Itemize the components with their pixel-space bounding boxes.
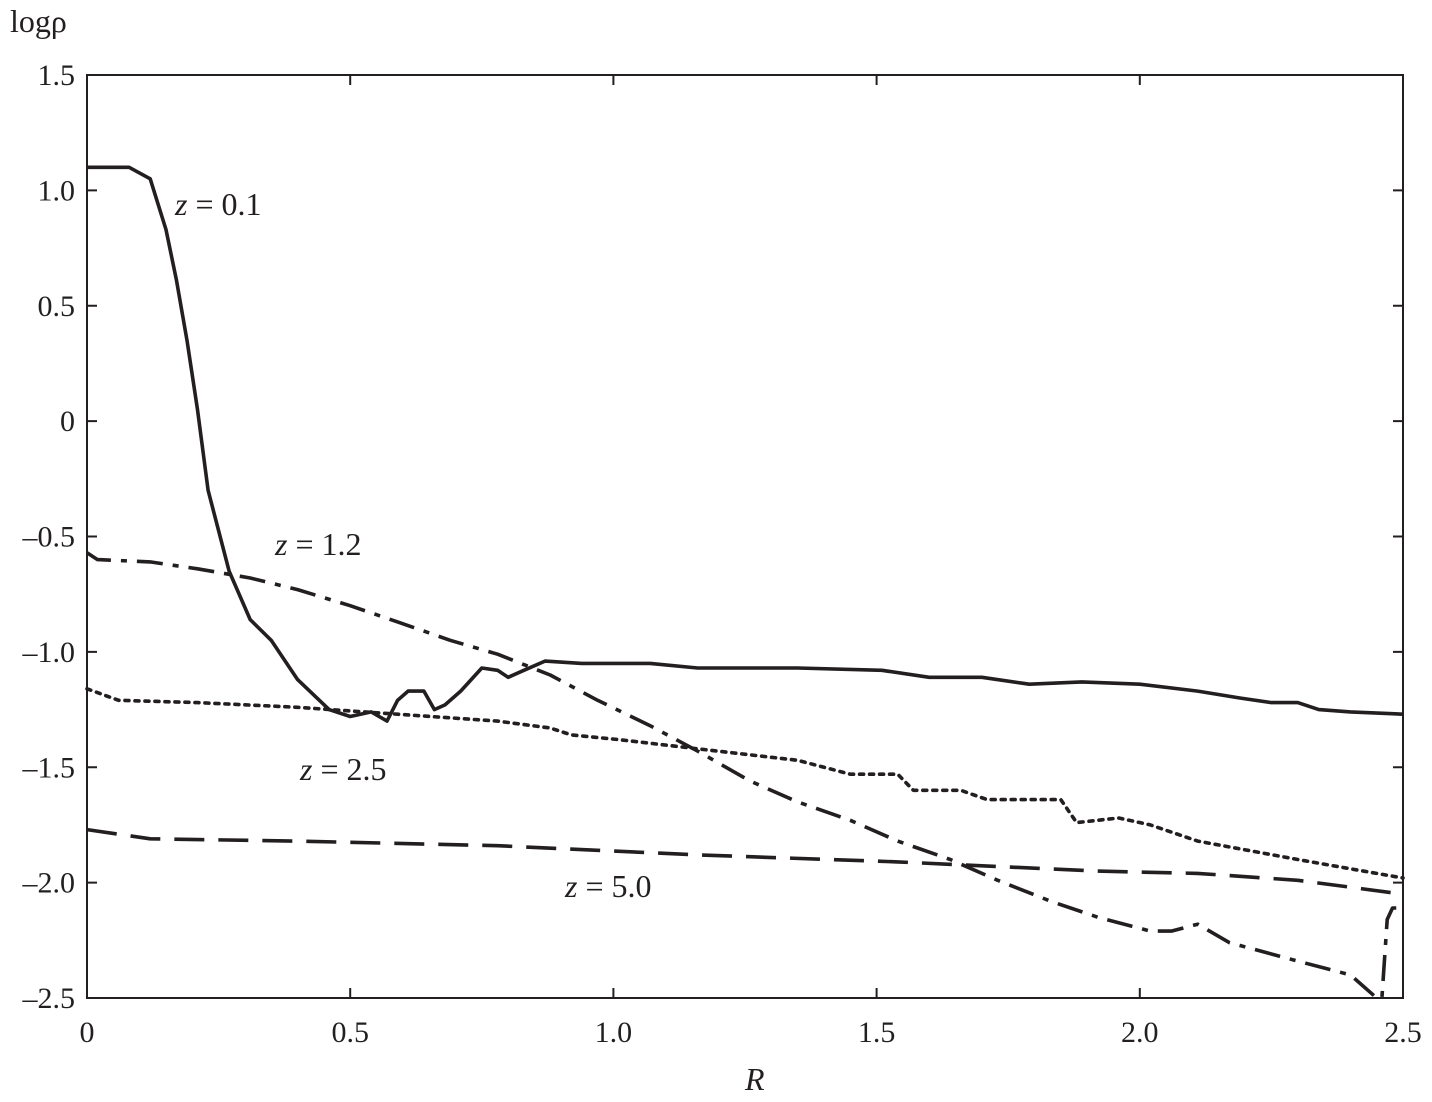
series-annotation: z = 0.1 (174, 186, 262, 222)
y-tick-label: 1.0 (38, 174, 76, 207)
series-line-solid (87, 165, 1404, 723)
y-axis-label: logρ (10, 3, 67, 39)
x-tick-label: 1.0 (595, 1016, 633, 1049)
x-axis-label: R (744, 1061, 765, 1097)
y-tick-label: –2.0 (22, 867, 76, 900)
y-tick-label: 0 (60, 405, 75, 438)
series-line-dashed (86, 827, 1404, 896)
series-annotation: z = 5.0 (564, 868, 652, 904)
x-tick-label: 0 (80, 1016, 95, 1049)
x-tick-label: 1.5 (858, 1016, 896, 1049)
series-annotation: z = 1.2 (274, 526, 362, 562)
series-annotation: z = 2.5 (299, 751, 387, 787)
y-tick-label: –1.5 (22, 751, 76, 784)
x-tick-label: 0.5 (331, 1016, 369, 1049)
x-tick-label: 2.0 (1121, 1016, 1159, 1049)
x-tick-label: 2.5 (1384, 1016, 1422, 1049)
series-line-dotted (85, 687, 1405, 880)
y-tick-label: –2.5 (22, 982, 76, 1015)
y-tick-label: –0.5 (22, 521, 76, 554)
y-tick-label: 0.5 (38, 290, 76, 323)
series-line-dash-dot (86, 551, 1403, 1000)
y-tick-label: 1.5 (38, 59, 76, 92)
y-tick-label: –1.0 (22, 636, 76, 669)
